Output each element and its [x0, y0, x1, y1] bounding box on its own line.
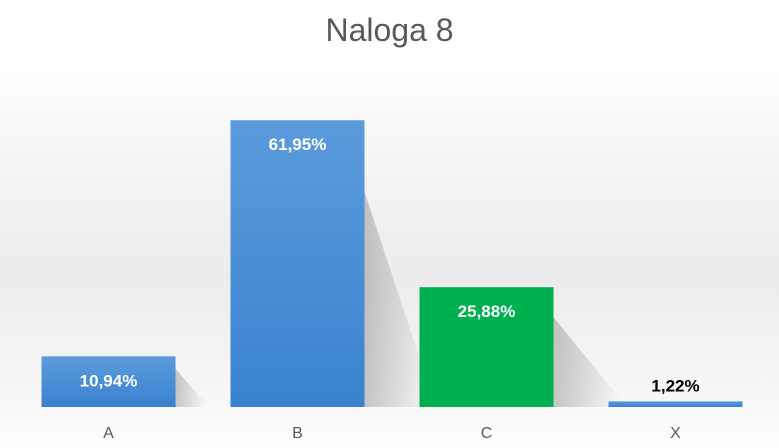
x-tick-label-x: X	[670, 425, 681, 442]
bar-shadow	[553, 317, 624, 407]
chart-title: Naloga 8	[325, 12, 454, 48]
x-tick-label-b: B	[292, 425, 303, 442]
data-label-b: 61,95%	[269, 135, 327, 154]
bar-a	[41, 356, 176, 407]
bar-shadow	[175, 369, 206, 407]
data-label-a: 10,94%	[80, 371, 138, 390]
bar-x	[608, 401, 743, 407]
bar-c	[419, 287, 554, 407]
data-label-x: 1,22%	[651, 376, 699, 395]
bar-b	[230, 120, 365, 408]
x-tick-label-a: A	[103, 425, 114, 442]
x-tick-label-c: C	[481, 425, 493, 442]
data-label-c: 25,88%	[458, 302, 516, 321]
bar-shadow	[364, 191, 435, 407]
